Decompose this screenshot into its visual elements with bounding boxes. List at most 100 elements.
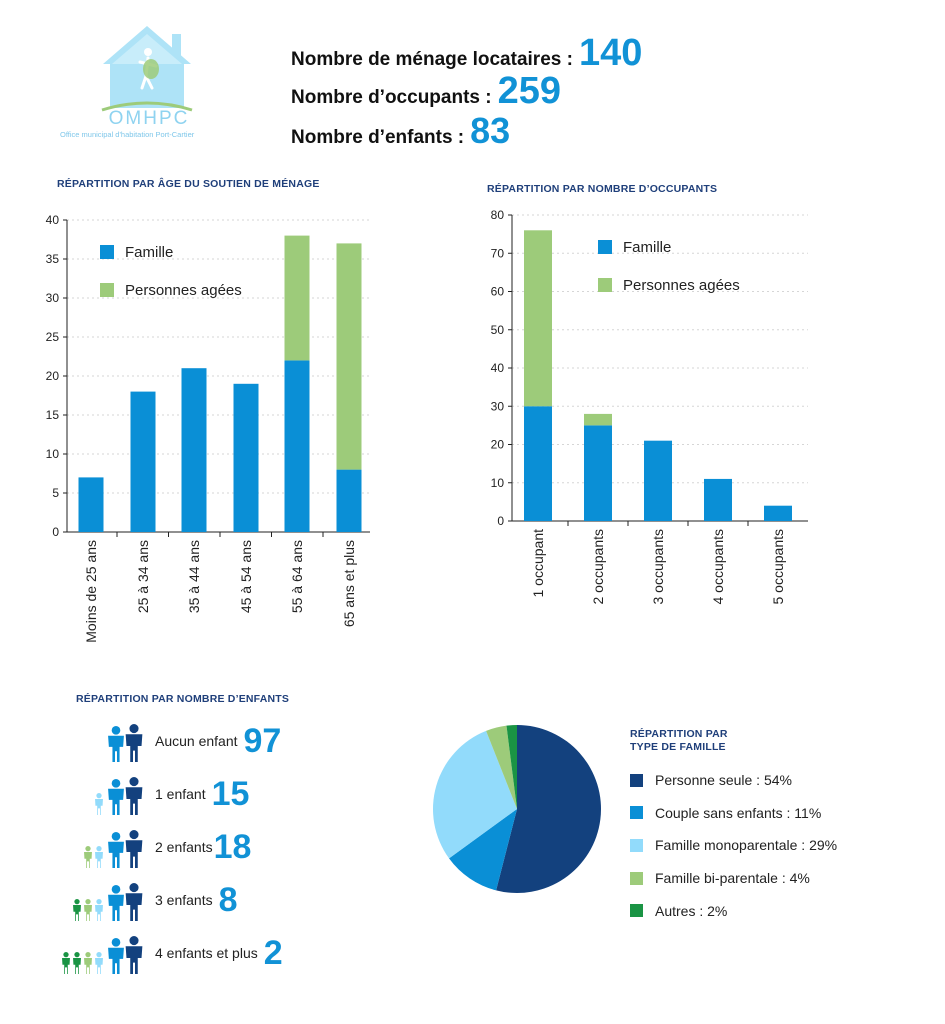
person-body — [108, 788, 124, 815]
person-head — [96, 952, 102, 958]
stat-children: Nombre d’enfants : 83 — [291, 110, 510, 152]
family-pictogram-icon — [108, 724, 143, 762]
children-label: 4 enfants et plus — [155, 945, 258, 961]
person-head — [111, 938, 121, 947]
bar-famille — [644, 440, 672, 521]
house-logo-icon — [101, 26, 193, 112]
legend-swatch — [598, 240, 612, 254]
y-tick-label: 20 — [491, 438, 505, 452]
y-tick-label: 30 — [491, 399, 505, 413]
legend-swatch — [630, 871, 643, 885]
x-tick-label: 2 occupants — [590, 529, 606, 605]
family-pictogram-icon — [62, 936, 143, 974]
logo: OMHPC Office municipal d'habitation Port… — [58, 24, 258, 144]
bar-famille — [181, 368, 207, 532]
person-body — [125, 787, 143, 815]
x-tick-label: 55 à 64 ans — [289, 540, 305, 613]
person-body — [108, 841, 124, 868]
y-tick-label: 40 — [491, 361, 505, 375]
y-tick-label: 80 — [491, 208, 505, 222]
logo-subtitle: Office municipal d'habitation Port-Carti… — [60, 130, 195, 139]
y-tick-label: 20 — [46, 369, 60, 383]
bar-famille — [704, 478, 732, 521]
children-value: 18 — [213, 828, 252, 866]
person-body — [125, 734, 143, 762]
y-tick-label: 50 — [491, 323, 505, 337]
age-chart-title: RÉPARTITION PAR ÂGE DU SOUTIEN DE MÉNAGE — [57, 178, 320, 190]
person-body — [62, 957, 70, 974]
legend-label: Famille — [125, 244, 173, 261]
pie-legend-item: Personne seule : 54% — [630, 764, 837, 797]
legend-label: Couple sans enfants : 11% — [655, 804, 822, 821]
person-head — [63, 952, 69, 958]
pie-slice — [449, 809, 517, 891]
children-row: Aucun enfant 97 — [155, 724, 281, 758]
children-row: 2 enfants 18 — [155, 830, 251, 864]
pie-slice — [506, 725, 517, 809]
family-type-title-line: RÉPARTITION PAR — [630, 728, 728, 740]
person-body — [108, 735, 124, 762]
pie-legend-item: Couple sans enfants : 11% — [630, 797, 837, 830]
y-tick-label: 40 — [46, 213, 60, 227]
pie-slice — [496, 725, 601, 893]
logo-title: OMHPC — [108, 108, 190, 129]
x-tick-label: 4 occupants — [710, 529, 726, 605]
y-tick-label: 25 — [46, 330, 60, 344]
person-head — [85, 899, 91, 905]
children-row: 1 enfant 15 — [155, 777, 249, 811]
stat-label: Nombre d’occupants : — [291, 87, 492, 108]
x-tick-label: Moins de 25 ans — [83, 540, 99, 643]
pie-legend: Personne seule : 54% Couple sans enfants … — [630, 764, 837, 927]
pie-legend-item: Famille monoparentale : 29% — [630, 829, 837, 862]
person-body — [73, 957, 81, 974]
y-tick-label: 0 — [52, 525, 59, 539]
person-body — [125, 840, 143, 868]
family-pictogram-icon — [73, 883, 143, 921]
occupants-bar-chart: 0 10 20 30 40 50 60 70 80 1 occupant 2 occupants 3 … — [491, 208, 808, 605]
legend-label: Famille monoparentale : 29% — [655, 837, 838, 854]
legend-label: Personnes agées — [623, 277, 740, 294]
pie-legend-item: Famille bi-parentale : 4% — [630, 862, 837, 895]
bar-personnes-agees — [284, 235, 310, 361]
person-body — [108, 947, 124, 974]
y-tick-label: 5 — [52, 486, 59, 500]
age-bar-chart: 0 5 10 15 20 25 30 35 40 Moins de 25 ans 25 à 34 a… — [46, 213, 370, 643]
y-tick-label: 15 — [46, 408, 60, 422]
person-head — [96, 846, 102, 852]
x-tick-label: 1 occupant — [530, 529, 546, 598]
person-body — [108, 894, 124, 921]
bar-famille — [284, 360, 310, 532]
person-head — [129, 777, 139, 787]
x-tick-label: 65 ans et plus — [341, 540, 357, 627]
person-body — [84, 904, 92, 921]
person-head — [111, 779, 121, 788]
person-body — [95, 851, 103, 868]
person-head — [111, 726, 121, 735]
bar-personnes-agees — [584, 413, 612, 426]
legend-swatch — [630, 838, 643, 852]
legend-label: Personne seule : 54% — [655, 772, 792, 789]
bar-famille — [233, 383, 259, 532]
bar-famille — [524, 406, 552, 521]
person-head — [129, 883, 139, 893]
stat-label: Nombre d’enfants : — [291, 127, 465, 148]
stat-value: 259 — [497, 70, 561, 112]
person-body — [84, 957, 92, 974]
y-tick-label: 70 — [491, 246, 505, 260]
y-tick-label: 30 — [46, 291, 60, 305]
y-tick-label: 10 — [491, 476, 505, 490]
family-pictogram-icon — [95, 777, 143, 815]
children-row: 3 enfants 8 — [155, 883, 238, 917]
y-tick-label: 0 — [497, 514, 504, 528]
bar-personnes-agees — [524, 230, 552, 407]
children-value: 97 — [243, 722, 282, 760]
person-head — [129, 724, 139, 734]
occupants-chart-title: RÉPARTITION PAR NOMBRE D’OCCUPANTS — [487, 183, 718, 195]
stat-households: Nombre de ménage locataires : 140 — [291, 32, 642, 75]
person-body — [95, 957, 103, 974]
y-tick-label: 35 — [46, 252, 60, 266]
children-section-title: RÉPARTITION PAR NOMBRE D’ENFANTS — [76, 693, 290, 705]
person-body — [125, 946, 143, 974]
legend-label: Autres : 2% — [655, 902, 728, 919]
x-tick-label: 35 à 44 ans — [186, 540, 202, 613]
